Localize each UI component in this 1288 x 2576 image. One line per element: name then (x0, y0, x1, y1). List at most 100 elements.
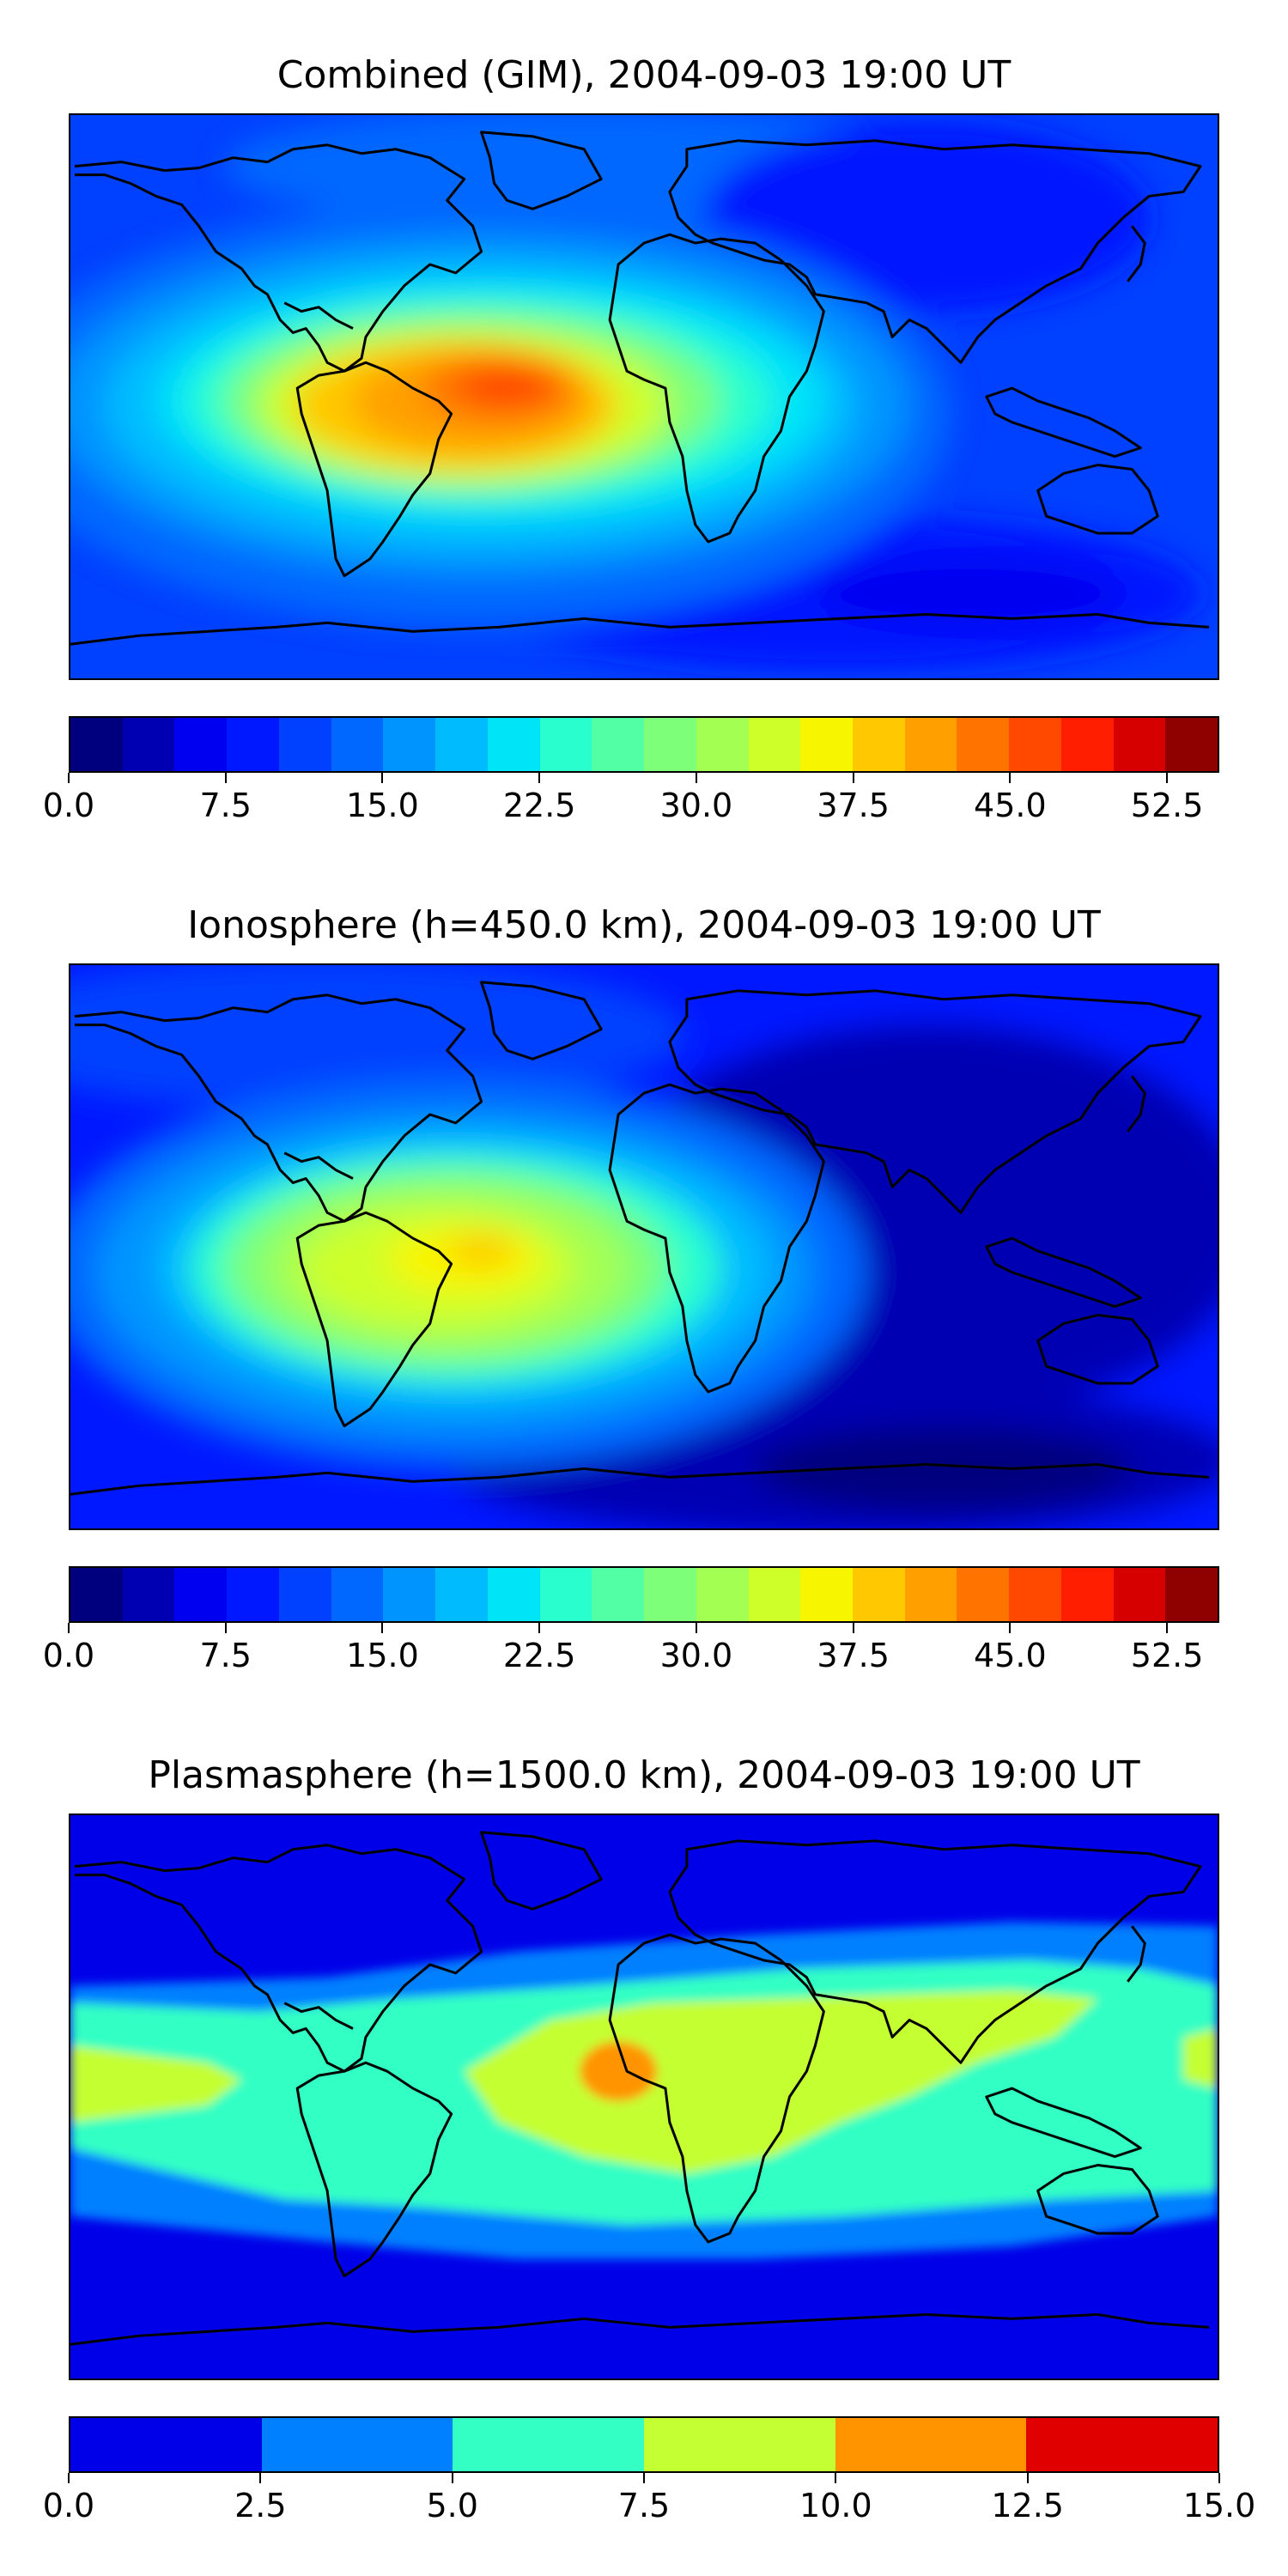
ionosphere-colorbar-swatch (174, 1568, 228, 1621)
combined-title: Combined (GIM), 2004-09-03 19:00 UT (276, 53, 1012, 97)
ionosphere-colorbar-tick (695, 1623, 697, 1633)
combined-colorbar-swatch (331, 718, 384, 771)
ionosphere-colorbar-swatch (331, 1568, 384, 1621)
ionosphere-colorbar-swatch (644, 1568, 696, 1621)
plasmasphere-coastlines (70, 1831, 1210, 2346)
combined-colorbar-swatch (696, 718, 749, 771)
combined-colorbar-tick-label: 22.5 (502, 787, 576, 824)
ionosphere-colorbar-swatch (800, 1568, 854, 1621)
ionosphere-colorbar-swatch (227, 1568, 279, 1621)
ionosphere-colorbar-swatch (487, 1568, 540, 1621)
plasmasphere-colorbar-tick (259, 2473, 262, 2483)
combined-colorbar-swatch (748, 718, 801, 771)
ionosphere-colorbar-swatch (957, 1568, 1010, 1621)
ionosphere-colorbar-tick-label: 7.5 (199, 1637, 252, 1674)
ionosphere-colorbar-tick-label: 15.0 (346, 1637, 419, 1674)
ionosphere-colorbar-swatch (383, 1568, 436, 1621)
plasmasphere-colorbar-tick (643, 2473, 645, 2483)
combined-colorbar-tick (68, 773, 70, 783)
plasmasphere-colorbar-tick (68, 2473, 70, 2483)
plasmasphere-colorbar-swatch (453, 2418, 645, 2471)
plasmasphere-colorbar-tick-label: 2.5 (234, 2487, 287, 2524)
ionosphere-colorbar-swatch (592, 1568, 645, 1621)
combined-colorbar-tick-label: 37.5 (817, 787, 890, 824)
combined-colorbar-swatch (487, 718, 540, 771)
combined-colorbar-swatch (1113, 718, 1166, 771)
ionosphere-colorbar-tick-label: 45.0 (974, 1637, 1047, 1674)
combined-colorbar-swatch (435, 718, 488, 771)
ionosphere-colorbar-swatch (696, 1568, 749, 1621)
combined-colorbar-swatch (1009, 718, 1061, 771)
combined-colorbar-tick-label: 0.0 (42, 787, 95, 824)
ionosphere-colorbar-swatch (853, 1568, 905, 1621)
ionosphere-coastlines (70, 981, 1210, 1496)
combined-colorbar-tick (852, 773, 854, 783)
ionosphere-colorbar-tick (224, 1623, 227, 1633)
plasmasphere-colorbar-tick (835, 2473, 837, 2483)
combined-colorbar-swatch (383, 718, 436, 771)
combined-colorbar-swatch (122, 718, 175, 771)
ionosphere-colorbar (69, 1566, 1219, 1623)
plasmasphere-map (69, 1814, 1219, 2380)
plasmasphere-colorbar (69, 2416, 1219, 2473)
plasmasphere-colorbar-tick (1026, 2473, 1029, 2483)
ionosphere-colorbar-tick (1166, 1623, 1169, 1633)
combined-colorbar-swatch (800, 718, 854, 771)
ionosphere-colorbar-swatch (70, 1568, 123, 1621)
plasmasphere-colorbar-swatch (261, 2418, 453, 2471)
combined-colorbar-swatch (227, 718, 279, 771)
plasmasphere-colorbar-tick-label: 12.5 (991, 2487, 1064, 2524)
combined-colorbar-swatch (957, 718, 1010, 771)
plasmasphere-colorbar-swatch (835, 2418, 1027, 2471)
combined-colorbar-swatch (278, 718, 331, 771)
ionosphere-colorbar-tick-label: 0.0 (42, 1637, 95, 1674)
combined-colorbar-tick (224, 773, 227, 783)
combined-colorbar-swatch (853, 718, 905, 771)
ionosphere-colorbar-tick (852, 1623, 854, 1633)
ionosphere-colorbar-swatch (1009, 1568, 1061, 1621)
ionosphere-title: Ionosphere (h=450.0 km), 2004-09-03 19:0… (187, 903, 1101, 947)
ionosphere-colorbar-swatch (539, 1568, 592, 1621)
ionosphere-colorbar-tick (538, 1623, 541, 1633)
ionosphere-colorbar-swatch (748, 1568, 801, 1621)
ionosphere-colorbar-swatch (1060, 1568, 1114, 1621)
combined-coastlines (70, 131, 1210, 646)
combined-colorbar-swatch (1165, 718, 1218, 771)
plasmasphere-colorbar-tick-label: 10.0 (799, 2487, 872, 2524)
ionosphere-contours (70, 965, 1218, 1528)
ionosphere-colorbar-swatch (1165, 1568, 1218, 1621)
combined-colorbar-tick (1166, 773, 1169, 783)
combined-colorbar-tick-label: 45.0 (974, 787, 1047, 824)
combined-colorbar-swatch (539, 718, 592, 771)
plasmasphere-colorbar-swatch (1026, 2418, 1218, 2471)
ionosphere-colorbar-swatch (278, 1568, 331, 1621)
ionosphere-colorbar-tick-label: 22.5 (502, 1637, 576, 1674)
plasmasphere-colorbar-tick-label: 15.0 (1182, 2487, 1256, 2524)
ionosphere-colorbar-swatch (435, 1568, 488, 1621)
ionosphere-colorbar-tick (1009, 1623, 1012, 1633)
ionosphere-colorbar-swatch (904, 1568, 957, 1621)
combined-colorbar-tick-label: 7.5 (199, 787, 252, 824)
combined-colorbar-tick-label: 52.5 (1130, 787, 1204, 824)
combined-colorbar-tick (1009, 773, 1012, 783)
plasmasphere-contours (70, 1922, 1218, 2259)
plasmasphere-colorbar-tick-label: 7.5 (617, 2487, 671, 2524)
ionosphere-colorbar-swatch (122, 1568, 175, 1621)
combined-colorbar-tick (381, 773, 384, 783)
plasmasphere-colorbar-tick (1218, 2473, 1220, 2483)
plasmasphere-colorbar-tick-label: 0.0 (42, 2487, 95, 2524)
combined-colorbar-tick-label: 30.0 (659, 787, 733, 824)
plasmasphere-colorbar-tick-label: 5.0 (426, 2487, 478, 2524)
ionosphere-colorbar-tick (381, 1623, 384, 1633)
ionosphere-colorbar-tick-label: 37.5 (817, 1637, 890, 1674)
combined-colorbar-tick-label: 15.0 (346, 787, 419, 824)
combined-colorbar-swatch (70, 718, 123, 771)
combined-colorbar-swatch (1060, 718, 1114, 771)
combined-colorbar-tick (538, 773, 541, 783)
combined-colorbar (69, 716, 1219, 773)
plasmasphere-title: Plasmasphere (h=1500.0 km), 2004-09-03 1… (148, 1753, 1140, 1797)
combined-colorbar-tick (695, 773, 697, 783)
ionosphere-colorbar-tick (68, 1623, 70, 1633)
combined-colorbar-swatch (904, 718, 957, 771)
plasmasphere-colorbar-swatch (644, 2418, 835, 2471)
